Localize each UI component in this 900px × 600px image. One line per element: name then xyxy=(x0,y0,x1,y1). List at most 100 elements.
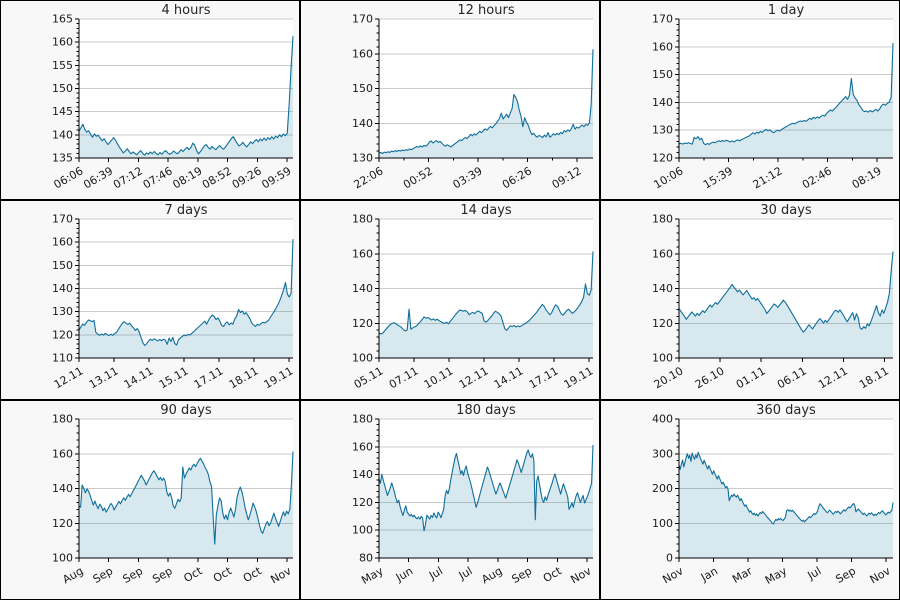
x-tick-label: Jun xyxy=(393,564,415,584)
panel-30-days: 100 120 140 160 180 20.10 26.10 01.11 06.11 12.11… xyxy=(600,200,900,400)
x-tick-label: Mar xyxy=(730,564,755,586)
y-tick-label: 120 xyxy=(352,317,373,330)
chart-4-hours: 135 140 145 150 155 160 165 06:0606:3907:1207:4… xyxy=(52,3,294,191)
x-tick-label: 06:06 xyxy=(52,164,86,191)
y-tick-label: 165 xyxy=(52,13,73,26)
area-fill xyxy=(79,239,293,358)
y-tick-label: 150 xyxy=(52,82,73,95)
x-tick-label: 19.11 xyxy=(262,364,296,391)
y-tick-label: 100 xyxy=(652,517,673,530)
x-tick-label: 13.11 xyxy=(87,364,121,391)
area-fill xyxy=(679,452,893,558)
y-tick-label: 160 xyxy=(352,47,373,60)
x-tick-label: Sep xyxy=(834,564,858,586)
x-tick-label: 20.10 xyxy=(652,364,686,391)
price-line xyxy=(678,451,894,525)
area-fill xyxy=(379,444,593,558)
x-tick-label: Oct xyxy=(541,564,565,585)
x-tick-label: 07:46 xyxy=(141,164,175,191)
price-line xyxy=(78,239,294,347)
y-tick-label: 140 xyxy=(352,117,373,130)
x-tick-label: 05.11 xyxy=(352,364,386,391)
price-line xyxy=(378,49,594,155)
y-tick-label: 140 xyxy=(652,282,673,295)
x-tick-label: 18.11 xyxy=(227,364,261,391)
chart-title: 12 hours xyxy=(457,3,514,18)
y-tick-label: 130 xyxy=(52,305,73,318)
plot-area xyxy=(679,19,893,158)
x-tick-label: 03:39 xyxy=(451,164,485,191)
y-tick-label: 120 xyxy=(652,317,673,330)
chart-360-days: 0 100 200 300 400 Nov Jan Mar May Jul Sep Nov 360 da… xyxy=(652,403,894,587)
x-tick-label: 02:46 xyxy=(800,164,834,191)
price-line xyxy=(378,251,594,335)
x-tick-label: Sep xyxy=(121,564,145,586)
x-tick-label: May xyxy=(763,564,790,587)
area-fill xyxy=(379,49,593,159)
y-tick-label: 120 xyxy=(652,152,673,165)
x-tick-label: 09:59 xyxy=(260,164,294,191)
chart-title: 4 hours xyxy=(162,3,211,18)
x-tick-label: 08:52 xyxy=(200,164,234,191)
panel-12-hours: 130 140 150 160 170 22:06 00:52 03:39 06:26 09:12… xyxy=(300,0,600,200)
x-tick-label: 09:26 xyxy=(230,164,264,191)
panel-180-days: 80 100 120 140 160 180 May Jun Jul Jul Aug Sep Oct No… xyxy=(300,400,600,600)
chart-title: 7 days xyxy=(164,203,207,218)
y-tick-label: 160 xyxy=(652,40,673,53)
y-tick-label: 170 xyxy=(352,13,373,26)
x-tick-label: 01.11 xyxy=(734,364,768,391)
x-tick-label: Nov xyxy=(868,564,894,586)
chart-title: 360 days xyxy=(756,403,816,418)
x-tick-label: 14.11 xyxy=(492,364,526,391)
x-tick-label: Oct xyxy=(182,564,206,585)
area-fill xyxy=(79,451,293,558)
plot-area xyxy=(379,419,593,558)
y-tick-label: 160 xyxy=(352,247,373,260)
x-tick-label: Aug xyxy=(479,564,504,586)
x-tick-label: May xyxy=(359,564,386,587)
y-tick-label: 140 xyxy=(352,282,373,295)
x-tick-label: 12.11 xyxy=(816,364,850,391)
panel-90-days: 100 120 140 160 180 Aug Sep Sep Sep Oct Oct Oct Nov 9… xyxy=(0,400,300,600)
x-tick-label: 06.11 xyxy=(775,364,809,391)
panel-4-hours: 135 140 145 150 155 160 165 06:06 06:39 07:12 07:4… xyxy=(0,0,300,200)
y-tick-label: 0 xyxy=(666,552,673,565)
x-tick-label: Aug xyxy=(60,564,85,586)
price-line xyxy=(78,451,294,545)
y-tick-label: 160 xyxy=(52,447,73,460)
y-tick-label: 135 xyxy=(52,152,73,165)
y-tick-label: 140 xyxy=(652,96,673,109)
chart-title: 14 days xyxy=(460,203,512,218)
area-fill xyxy=(679,251,893,358)
x-tick-label: 26.10 xyxy=(693,364,727,391)
x-tick-label: Sep xyxy=(150,564,174,586)
y-tick-label: 170 xyxy=(652,13,673,26)
x-tick-label: 07:12 xyxy=(111,164,145,191)
x-tick-label: Nov xyxy=(660,564,686,586)
y-tick-label: 130 xyxy=(652,124,673,137)
x-tick-label: 19.11 xyxy=(562,364,596,391)
area-fill xyxy=(379,251,593,358)
y-tick-label: 120 xyxy=(52,517,73,530)
y-tick-label: 180 xyxy=(352,213,373,226)
panel-7-days: 110 120 130 140 150 160 170 12.11 13.11 14.11 15.1… xyxy=(0,200,300,400)
price-line xyxy=(78,36,294,156)
x-tick-label: 12.11 xyxy=(457,364,491,391)
chart-14-days: 100 120 140 160 180 05.11 07.11 10.11 12.11 14.11… xyxy=(352,203,596,391)
x-tick-label: Jul xyxy=(456,564,475,582)
panel-360-days: 0 100 200 300 400 Nov Jan Mar May Jul Sep Nov 360 da… xyxy=(600,400,900,600)
area-fill xyxy=(679,43,893,158)
x-tick-label: 09:12 xyxy=(550,164,584,191)
price-line xyxy=(678,251,894,333)
y-tick-label: 160 xyxy=(52,236,73,249)
y-tick-label: 155 xyxy=(52,59,73,72)
x-tick-label: 14.11 xyxy=(122,364,156,391)
y-tick-label: 160 xyxy=(652,247,673,260)
y-tick-label: 100 xyxy=(352,352,373,365)
x-tick-label: 07.11 xyxy=(387,364,421,391)
y-tick-label: 160 xyxy=(52,36,73,49)
x-tick-label: 10.11 xyxy=(422,364,456,391)
